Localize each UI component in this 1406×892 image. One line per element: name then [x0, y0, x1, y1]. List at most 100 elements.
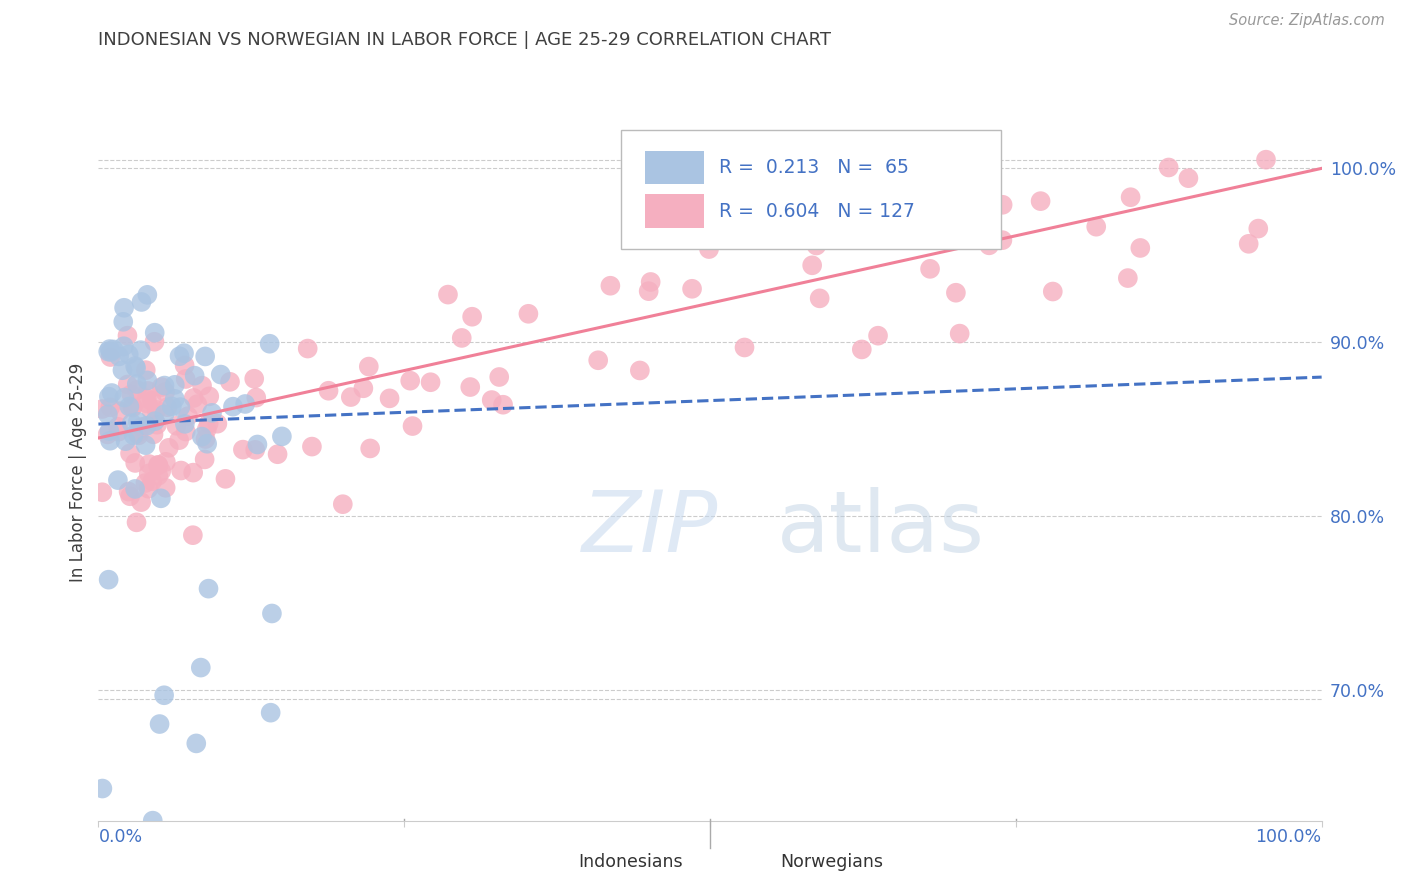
Point [155, 481, 177, 495]
Point [991, 233, 1014, 247]
Point [135, 418, 157, 433]
Point [143, 326, 166, 340]
Point [183, 391, 205, 405]
Point [112, 301, 135, 315]
Point [640, 275, 662, 289]
Point [181, 528, 204, 542]
Point [153, 407, 176, 421]
Point [135, 363, 157, 377]
Point [97, 390, 120, 404]
FancyBboxPatch shape [645, 151, 704, 184]
Point [117, 377, 139, 392]
Point [808, 291, 831, 305]
Point [150, 380, 173, 394]
Point [155, 455, 177, 469]
Point [107, 425, 129, 439]
Point [136, 396, 159, 410]
Point [301, 440, 323, 454]
Point [260, 607, 283, 621]
Point [260, 706, 283, 720]
Point [461, 310, 484, 324]
Point [129, 343, 152, 358]
Point [135, 392, 157, 406]
Point [359, 442, 381, 456]
Point [156, 401, 179, 415]
Point [340, 390, 363, 404]
Point [197, 417, 219, 431]
Point [145, 403, 167, 417]
Point [125, 516, 148, 530]
Point [401, 419, 423, 434]
Point [98, 434, 121, 448]
Point [125, 376, 148, 391]
Point [163, 377, 186, 392]
Point [153, 688, 176, 702]
Point [111, 363, 134, 377]
Point [1254, 153, 1277, 167]
Point [266, 447, 288, 461]
Point [97, 344, 120, 359]
Point [209, 368, 232, 382]
Point [118, 347, 141, 361]
Point [163, 392, 186, 406]
Point [146, 458, 169, 472]
Point [100, 350, 122, 364]
Point [481, 392, 503, 407]
Point [131, 420, 153, 434]
Point [142, 427, 165, 442]
Point [935, 224, 957, 238]
Point [173, 346, 195, 360]
Point [232, 442, 254, 457]
Point [1129, 241, 1152, 255]
Point [191, 429, 214, 443]
Point [117, 484, 139, 499]
Point [160, 400, 183, 414]
Point [148, 468, 170, 483]
Point [1177, 171, 1199, 186]
Point [194, 350, 217, 364]
Point [108, 350, 131, 364]
Point [806, 238, 828, 252]
Point [190, 660, 212, 674]
Point [259, 336, 281, 351]
Point [243, 372, 266, 386]
Point [195, 436, 218, 450]
Point [138, 457, 160, 471]
Point [191, 378, 214, 392]
Point [177, 409, 200, 424]
Point [139, 403, 162, 417]
Point [138, 482, 160, 496]
Point [246, 437, 269, 451]
Point [138, 467, 160, 481]
Point [851, 343, 873, 357]
Point [586, 353, 609, 368]
Point [121, 401, 143, 415]
Point [974, 178, 997, 193]
Point [908, 212, 931, 227]
Point [517, 307, 540, 321]
Point [174, 372, 197, 386]
Point [141, 474, 163, 488]
FancyBboxPatch shape [533, 853, 569, 872]
Point [214, 472, 236, 486]
Point [195, 422, 218, 436]
Point [157, 441, 180, 455]
Point [866, 328, 889, 343]
Point [114, 434, 136, 449]
Point [245, 442, 267, 457]
Point [107, 473, 129, 487]
Point [419, 376, 441, 390]
Point [121, 417, 143, 431]
Point [297, 342, 319, 356]
Point [149, 717, 172, 731]
Text: INDONESIAN VS NORWEGIAN IN LABOR FORCE | AGE 25-29 CORRELATION CHART: INDONESIAN VS NORWEGIAN IN LABOR FORCE |… [98, 31, 831, 49]
Point [352, 381, 374, 395]
Point [103, 343, 125, 357]
Point [1042, 285, 1064, 299]
Point [121, 400, 143, 414]
Point [153, 378, 176, 392]
Point [112, 391, 135, 405]
Point [207, 417, 229, 431]
Point [378, 392, 401, 406]
Point [173, 417, 195, 431]
